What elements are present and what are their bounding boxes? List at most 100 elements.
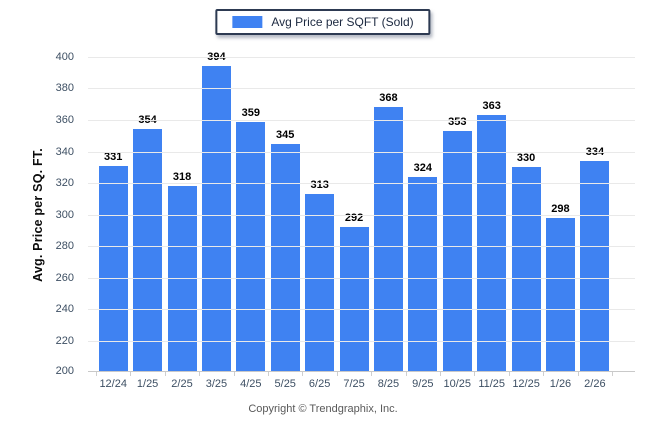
bar-slot: 394 [199,51,233,372]
gridline [88,246,635,247]
x-tick-label: 7/25 [343,378,365,390]
x-tick-label: 2/25 [171,378,193,390]
bar-value-label: 368 [379,92,398,104]
x-tick [578,372,579,376]
bar-slot: 298 [543,57,577,372]
y-tick-label: 220 [55,335,74,347]
x-tick-label: 1/26 [549,378,572,390]
y-tick-label: 300 [55,209,74,221]
legend-label: Avg Price per SQFT (Sold) [271,15,414,29]
bar-slot: 334 [578,57,612,372]
bar [167,186,197,372]
gridline [88,183,635,184]
gridline [88,120,635,121]
bar [270,144,300,372]
x-tick [199,372,200,376]
bar-value-label: 313 [310,179,329,191]
x-tick-label: 12/24 [99,378,127,390]
y-tick-label: 320 [55,177,74,189]
legend-swatch-icon [232,16,263,28]
y-tick-label: 360 [55,114,74,126]
x-tick-label: 8/25 [377,378,400,390]
copyright-text: Copyright © Trendgraphix, Inc. [248,403,398,415]
bar-slot: 331 [96,57,130,372]
x-tick [268,372,269,376]
x-axis-tick-labels: 12/24 1/25 2/25 3/25 4/25 5/25 6/25 7/25 8/25 9/2… [96,378,612,390]
x-tick [234,372,235,376]
x-tick [337,372,338,376]
y-tick-label: 400 [55,51,74,63]
bar-value-label: 318 [172,171,192,183]
bar-value-label: 359 [241,107,260,119]
bar-value-label: 298 [551,203,570,215]
bar-value-label: 324 [413,162,433,174]
x-tick [96,372,97,376]
bar [133,129,163,372]
bar [373,107,403,372]
bar [511,167,541,372]
bar-slot: 359 [234,57,268,372]
x-tick-label: 3/25 [205,378,228,390]
x-tick [543,372,544,376]
gridline [88,341,635,342]
bar [201,66,231,372]
x-tick-label: 5/25 [274,378,296,390]
bar-slot: 345 [268,57,302,372]
bar-slot: 353 [440,57,474,372]
bar-slot: 313 [302,57,336,372]
bar-value-label: 345 [276,129,295,141]
y-axis-tick-labels: 400 380 360 340 320 300 280 260 240 220 200 [0,51,80,377]
gridline [88,278,635,279]
x-tick-label: 11/25 [478,378,506,390]
y-tick-label: 240 [55,303,74,315]
bar-value-label: 331 [104,151,123,163]
x-tick [440,372,441,376]
y-tick-label: 340 [55,146,74,158]
bar-slot: 363 [474,57,508,372]
x-tick-label: 2/26 [584,378,606,390]
x-tick [302,372,303,376]
x-tick-label: 12/25 [512,378,540,390]
bar [339,227,369,372]
x-tick [612,372,613,376]
bar-slot: 324 [406,57,440,372]
bar [236,122,266,372]
x-tick [371,372,372,376]
bar-value-label: 353 [448,116,467,128]
gridline [88,152,635,153]
bar [442,131,472,372]
x-tick [165,372,166,376]
gridline [88,215,635,216]
bar-slot: 330 [509,57,543,372]
plot-area: 331 354 318 394 359 345 313 292 368 324 353 363 330 2… [88,51,635,376]
x-tick-label: 10/25 [443,378,472,390]
gridline [88,88,635,89]
bar-value-label: 363 [482,100,501,112]
x-tick-label: 1/25 [136,378,159,390]
x-tick-label: 9/25 [412,378,434,390]
bar [305,194,335,372]
bar [98,166,128,372]
y-tick-label: 380 [55,82,74,94]
bar-slot: 354 [130,57,164,372]
bar [545,218,575,372]
gridline [88,57,635,58]
bar [580,161,610,372]
x-tick-label: 4/25 [240,378,262,390]
y-tick-label: 280 [55,240,74,252]
x-tick [130,372,131,376]
x-axis-line [88,371,635,372]
gridline [88,309,635,310]
bar [477,115,507,372]
x-tick-label: 6/25 [308,378,331,390]
y-tick-label: 260 [55,272,74,284]
y-tick-label: 200 [55,365,74,377]
bar [408,177,438,372]
bar-value-label: 330 [516,152,536,164]
x-tick [406,372,407,376]
x-tick [509,372,510,376]
legend: Avg Price per SQFT (Sold) [215,9,431,35]
x-tick [474,372,475,376]
bar-slot: 368 [371,57,405,372]
